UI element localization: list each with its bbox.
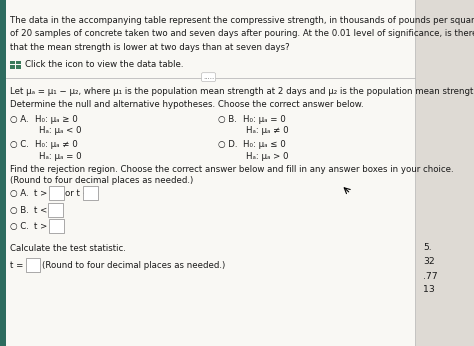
Text: Determine the null and alternative hypotheses. Choose the correct answer below.: Determine the null and alternative hypot… bbox=[10, 100, 364, 109]
Text: ○ A.: ○ A. bbox=[10, 115, 29, 124]
Bar bbox=[6, 0, 415, 346]
Text: that the mean strength is lower at two days than at seven days?: that the mean strength is lower at two d… bbox=[10, 43, 290, 52]
Text: H₀: μₐ ≥ 0: H₀: μₐ ≥ 0 bbox=[35, 115, 78, 124]
Text: 13: 13 bbox=[423, 285, 435, 294]
Bar bbox=[83, 186, 98, 200]
Text: Hₐ: μₐ = 0: Hₐ: μₐ = 0 bbox=[39, 152, 82, 161]
Bar bbox=[0, 0, 6, 346]
Bar bbox=[48, 203, 63, 217]
Text: .77: .77 bbox=[423, 272, 438, 281]
Bar bbox=[26, 258, 40, 272]
Bar bbox=[16, 61, 21, 64]
Text: ○ D.: ○ D. bbox=[218, 140, 237, 149]
Bar bbox=[49, 186, 64, 200]
Text: of 20 samples of concrete taken two and seven days after pouring. At the 0.01 le: of 20 samples of concrete taken two and … bbox=[10, 29, 474, 38]
Bar bbox=[49, 219, 64, 233]
Text: ○ C.: ○ C. bbox=[10, 222, 29, 231]
Text: (Round to four decimal places as needed.): (Round to four decimal places as needed.… bbox=[10, 176, 194, 185]
Text: .....: ..... bbox=[203, 74, 214, 80]
Text: ○ B.: ○ B. bbox=[10, 206, 29, 215]
Bar bbox=[10, 61, 15, 64]
Bar bbox=[415, 0, 474, 346]
Text: ○ A.: ○ A. bbox=[10, 189, 29, 198]
Text: ○ B.: ○ B. bbox=[218, 115, 237, 124]
Text: Find the rejection region. Choose the correct answer below and fill in any answe: Find the rejection region. Choose the co… bbox=[10, 165, 454, 174]
Text: Click the icon to view the data table.: Click the icon to view the data table. bbox=[25, 60, 183, 69]
Text: Calculate the test statistic.: Calculate the test statistic. bbox=[10, 244, 126, 253]
Text: The data in the accompanying table represent the compressive strength, in thousa: The data in the accompanying table repre… bbox=[10, 16, 474, 25]
Text: Hₐ: μₐ < 0: Hₐ: μₐ < 0 bbox=[39, 126, 82, 135]
Text: H₀: μₐ ≤ 0: H₀: μₐ ≤ 0 bbox=[243, 140, 285, 149]
Text: Hₐ: μₐ > 0: Hₐ: μₐ > 0 bbox=[246, 152, 289, 161]
Text: 5.: 5. bbox=[423, 243, 431, 252]
Text: (Round to four decimal places as needed.): (Round to four decimal places as needed.… bbox=[42, 261, 225, 270]
Text: t <: t < bbox=[34, 206, 47, 215]
Text: H₀: μₐ = 0: H₀: μₐ = 0 bbox=[243, 115, 285, 124]
Text: t >: t > bbox=[34, 189, 47, 198]
Text: t >: t > bbox=[34, 222, 47, 231]
Bar bbox=[16, 65, 21, 69]
Text: or t <: or t < bbox=[65, 189, 90, 198]
Text: Hₐ: μₐ ≠ 0: Hₐ: μₐ ≠ 0 bbox=[246, 126, 289, 135]
Text: H₀: μₐ ≠ 0: H₀: μₐ ≠ 0 bbox=[35, 140, 78, 149]
Text: Let μₐ = μ₁ − μ₂, where μ₁ is the population mean strength at 2 days and μ₂ is t: Let μₐ = μ₁ − μ₂, where μ₁ is the popula… bbox=[10, 87, 474, 96]
Text: 32: 32 bbox=[423, 257, 435, 266]
Bar bbox=[10, 65, 15, 69]
Text: ○ C.: ○ C. bbox=[10, 140, 29, 149]
Text: t =: t = bbox=[10, 261, 24, 270]
